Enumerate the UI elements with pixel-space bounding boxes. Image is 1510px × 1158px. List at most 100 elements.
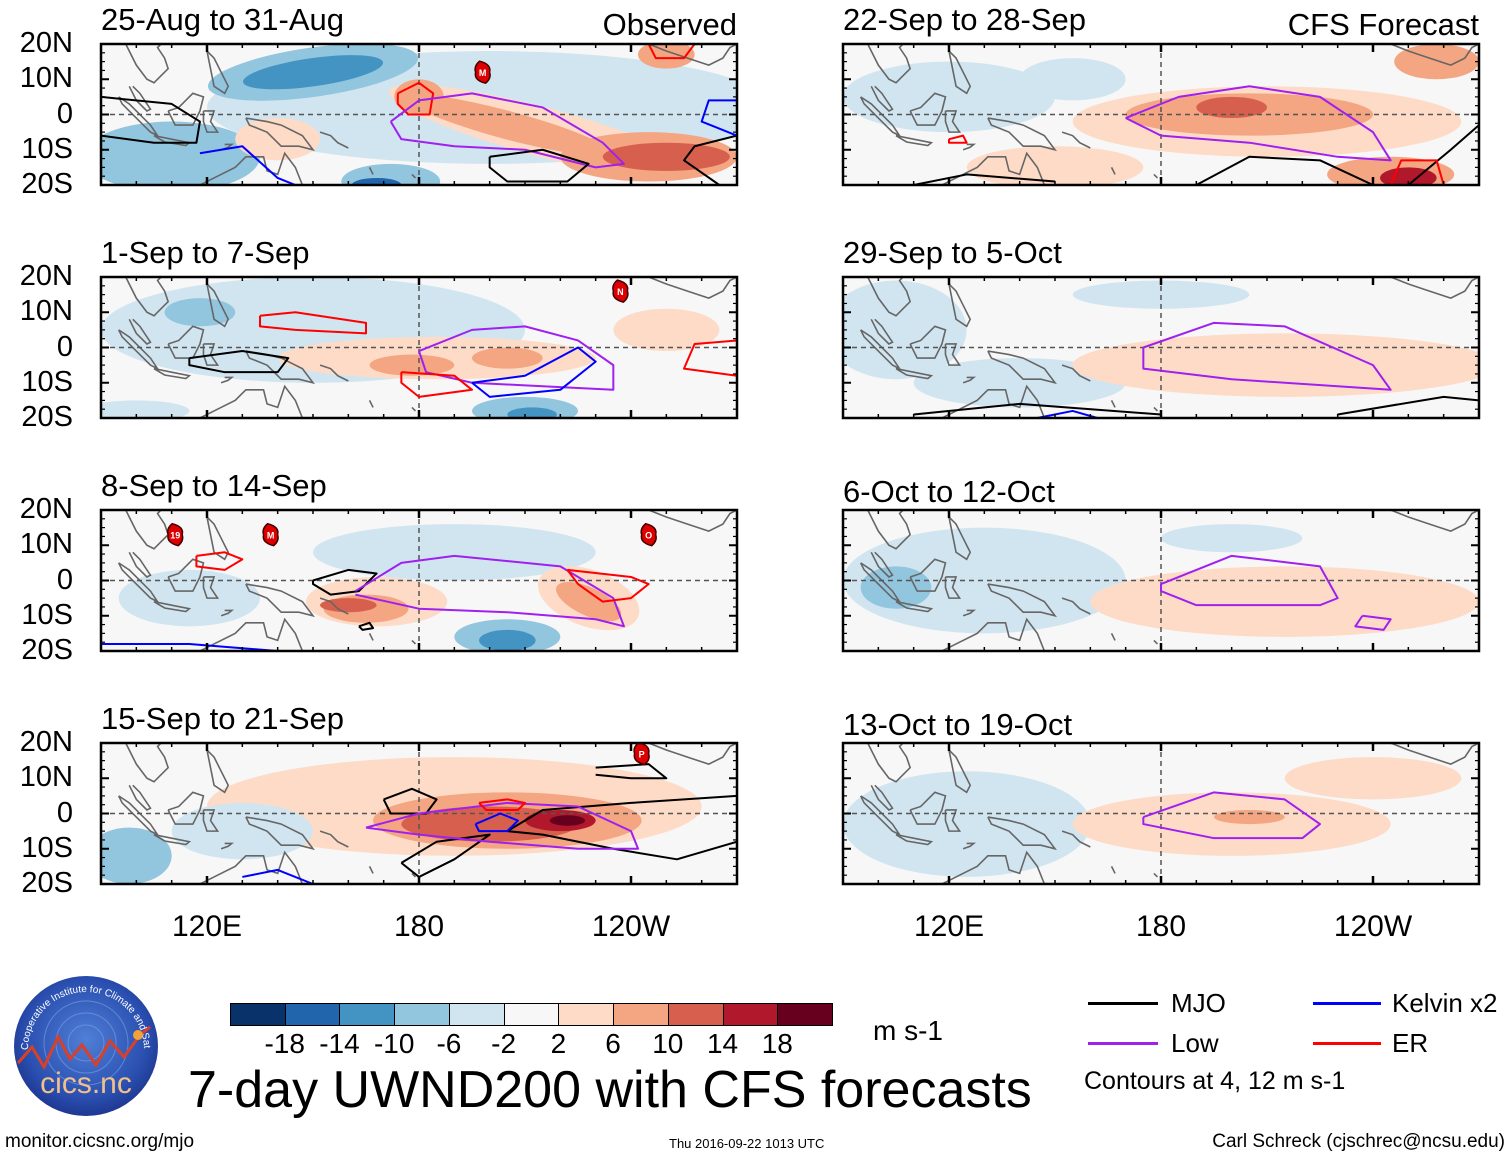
map-panel: 19 M O xyxy=(99,508,739,653)
mjo-contour xyxy=(358,621,375,631)
legend-kelvin-label: Kelvin x2 xyxy=(1392,988,1498,1018)
coastline xyxy=(206,749,230,794)
colorbar-swatch xyxy=(503,1003,560,1026)
tropical-cyclone-icon: P xyxy=(633,743,650,766)
coastline xyxy=(220,609,235,617)
wind-anomaly-region xyxy=(613,308,720,352)
cyclone-label: N xyxy=(617,287,624,297)
colorbar-swatch xyxy=(284,1003,341,1026)
longitude-label: 180 xyxy=(1135,910,1187,943)
kelvin-contour xyxy=(1037,409,1098,418)
latitude-label: 0 xyxy=(56,563,73,596)
panel-title: 13-Oct to 19-Oct xyxy=(843,707,1073,742)
mjo-contour xyxy=(683,134,737,185)
coastline xyxy=(962,143,977,151)
wind-anomaly-region xyxy=(549,815,586,826)
wind-anomaly-region xyxy=(1284,757,1462,800)
colorbar-swatch xyxy=(777,1003,833,1026)
legend-low-label: Low xyxy=(1171,1028,1219,1058)
coastline xyxy=(411,173,417,179)
latitude-label: 10S xyxy=(21,598,73,631)
latitude-label: 10N xyxy=(19,62,73,95)
wind-anomaly-region xyxy=(1161,524,1303,553)
latitude-label: 20S xyxy=(21,401,73,433)
colorbar-tick-label: 2 xyxy=(550,1028,567,1059)
coastline xyxy=(1153,406,1159,412)
low-contour xyxy=(1142,791,1321,840)
coastline xyxy=(125,743,170,783)
low-contour xyxy=(418,325,615,391)
wind-anomaly-region xyxy=(1019,58,1126,101)
colorbar-tick-label: 6 xyxy=(605,1028,621,1059)
coastline xyxy=(648,510,737,533)
kelvin-contour xyxy=(242,868,314,884)
coastline xyxy=(411,406,417,412)
coastline xyxy=(1153,872,1159,878)
coastline xyxy=(198,617,304,651)
er-contour xyxy=(566,568,650,603)
coastline xyxy=(1390,510,1479,533)
latitude-label: 0 xyxy=(56,330,73,363)
colorbar-tick-label: 10 xyxy=(652,1028,684,1059)
cyclone-label: 19 xyxy=(170,531,180,541)
wind-anomaly-region xyxy=(602,142,730,171)
longitude-label: 120E xyxy=(913,910,985,943)
coastline xyxy=(944,576,962,599)
er-contour xyxy=(195,551,244,571)
low-contour xyxy=(1125,85,1392,162)
kelvin-contour xyxy=(474,812,519,833)
coastline xyxy=(1110,167,1116,175)
coastline xyxy=(198,850,304,884)
coastline xyxy=(1061,830,1091,848)
low-contour xyxy=(354,554,625,628)
longitude-label: 120W xyxy=(591,910,671,943)
coastline xyxy=(206,50,230,95)
coastline xyxy=(948,283,972,328)
panel-title: 8-Sep to 14-Sep xyxy=(101,468,327,503)
coastline xyxy=(220,842,235,850)
coastline xyxy=(859,329,902,371)
coastline xyxy=(202,576,220,599)
wind-anomaly-region xyxy=(164,298,236,327)
longitude-label: 120W xyxy=(1333,910,1413,943)
coastline xyxy=(987,816,1057,851)
coastline xyxy=(987,350,1057,385)
coastline xyxy=(895,367,934,380)
source-url[interactable]: monitor.cicsnc.org/mjo xyxy=(5,1131,195,1152)
coastline xyxy=(319,364,349,382)
panel-title: 25-Aug to 31-Aug xyxy=(101,2,345,37)
latitude-label: 20S xyxy=(21,867,73,899)
kelvin-contour xyxy=(101,642,278,651)
colorbar-swatch xyxy=(613,1003,669,1026)
coastline xyxy=(940,151,1046,185)
wind-anomaly-region xyxy=(843,61,1055,133)
wind-anomaly-region xyxy=(556,581,622,622)
latitude-label: 10N xyxy=(19,295,73,328)
mjo-contour xyxy=(488,148,590,183)
colorbar-swatch xyxy=(448,1003,505,1026)
wind-anomaly-region xyxy=(101,827,172,884)
coastline xyxy=(368,167,374,175)
colorbar-tick-label: -10 xyxy=(373,1028,415,1059)
colorbar-tick-label: 18 xyxy=(761,1028,793,1059)
coastline xyxy=(368,633,374,641)
tropical-cyclone-icon: O xyxy=(640,522,657,547)
coastline xyxy=(220,376,235,384)
wind-anomaly-region xyxy=(101,121,260,185)
latitude-label: 20N xyxy=(19,27,73,59)
panel-title: 1-Sep to 7-Sep xyxy=(101,235,310,270)
coastline xyxy=(368,400,374,408)
colorbar-tick-label: 14 xyxy=(706,1028,739,1059)
low-contour xyxy=(1160,554,1339,607)
coastline xyxy=(867,510,912,550)
wind-anomaly-region xyxy=(369,354,455,376)
coastline xyxy=(867,44,912,84)
wind-anomaly-region xyxy=(313,524,596,581)
colorbar-tick-label: -14 xyxy=(319,1028,360,1059)
coastline xyxy=(1390,44,1479,67)
legend-kelvin-line xyxy=(1313,1002,1381,1005)
coastline xyxy=(153,600,192,613)
coastline xyxy=(202,809,220,832)
coastline xyxy=(987,117,1057,152)
er-contour xyxy=(259,311,367,335)
